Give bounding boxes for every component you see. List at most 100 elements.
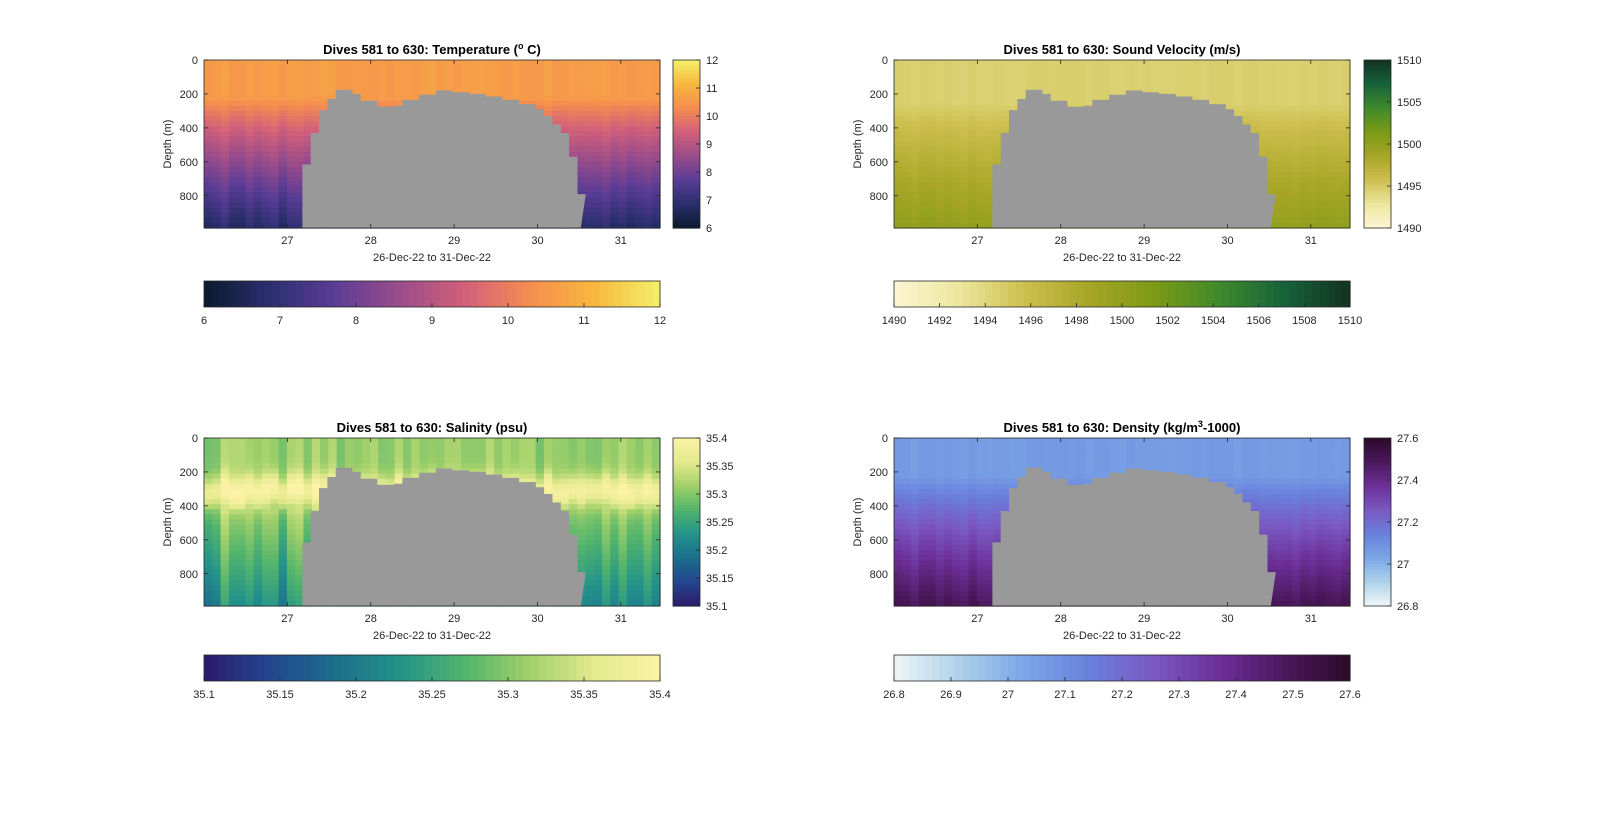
vertical-colorbar: 12 11 10 9 8 7 6 <box>672 55 718 235</box>
hbar-tick-label: 27.2 <box>1111 689 1132 701</box>
colorbar-tick-label: 6 <box>706 223 712 235</box>
hbar-tick-label: 35.4 <box>649 689 670 701</box>
hbar-tick-label: 35.1 <box>193 689 214 701</box>
x-tick-label: 30 <box>1221 235 1233 247</box>
axes-box <box>203 437 661 607</box>
x-tick-label: 27 <box>971 613 983 625</box>
hbar-tick-label: 27.5 <box>1282 689 1303 701</box>
y-tick-label: 400 <box>870 501 888 513</box>
hbar-tick-label: 1506 <box>1247 315 1271 327</box>
seafloor-mask <box>294 467 586 606</box>
hbar-tick-label: 27 <box>1002 689 1014 701</box>
colorbar-tick-label: 35.1 <box>706 601 727 613</box>
colorbar-tick-label: 35.15 <box>706 573 734 585</box>
plot-salinity: 27 28 29 30 31 0 200 400 600 800 26-Dec-22 to 31-D… <box>162 420 734 701</box>
colorbar-tick-label: 1505 <box>1397 97 1421 109</box>
hbar-tick-label: 1492 <box>927 315 951 327</box>
axes-box <box>893 59 1351 229</box>
y-axis-label: Depth (m) <box>162 120 174 169</box>
y-tick-label: 200 <box>870 467 888 479</box>
hbar-tick-label: 10 <box>502 315 514 327</box>
x-axis-label: 26-Dec-22 to 31-Dec-22 <box>373 252 491 264</box>
horizontal-colorbar: 26.8 26.9 27 27.1 27.2 27.3 27.4 27.5 27.6 <box>883 654 1361 701</box>
colorbar-tick-label: 35.35 <box>706 461 734 473</box>
hbar-tick-label: 27.3 <box>1168 689 1189 701</box>
y-axis-label: Depth (m) <box>852 498 864 547</box>
x-tick-label: 27 <box>971 235 983 247</box>
chart-title: Dives 581 to 630: Density (kg/m3-1000) <box>1004 419 1241 435</box>
hbar-tick-label: 1500 <box>1110 315 1134 327</box>
seafloor-mask <box>984 467 1276 606</box>
colorbar-tick-label: 9 <box>706 139 712 151</box>
x-tick-label: 31 <box>615 235 627 247</box>
y-tick-label: 0 <box>192 433 198 445</box>
y-tick-label: 200 <box>870 89 888 101</box>
x-tick-label: 27 <box>281 613 293 625</box>
x-tick-label: 29 <box>448 235 460 247</box>
y-tick-label: 800 <box>180 569 198 581</box>
y-axis-label: Depth (m) <box>852 120 864 169</box>
horizontal-colorbar: 6 7 8 9 10 11 12 <box>201 280 666 327</box>
hbar-tick-label: 1502 <box>1155 315 1179 327</box>
axes-box <box>893 437 1351 607</box>
chart-title: Dives 581 to 630: Salinity (psu) <box>337 420 528 435</box>
x-tick-label: 28 <box>365 235 377 247</box>
colorbar-tick-label: 35.25 <box>706 517 734 529</box>
colorbar-tick-label: 1510 <box>1397 55 1421 67</box>
y-tick-label: 0 <box>192 55 198 67</box>
hbar-tick-label: 35.25 <box>418 689 446 701</box>
colorbar-tick-label: 1490 <box>1397 223 1421 235</box>
hbar-tick-label: 1490 <box>882 315 906 327</box>
colorbar-tick-label: 35.4 <box>706 433 727 445</box>
colorbar-tick-label: 35.3 <box>706 489 727 501</box>
vertical-colorbar: 27.6 27.4 27.2 27 26.8 <box>1363 433 1418 613</box>
y-tick-label: 0 <box>882 433 888 445</box>
x-tick-label: 27 <box>281 235 293 247</box>
hbar-tick-label: 11 <box>578 315 589 327</box>
colorbar-tick-label: 1500 <box>1397 139 1421 151</box>
y-tick-label: 400 <box>870 123 888 135</box>
y-tick-label: 200 <box>180 467 198 479</box>
y-tick-label: 0 <box>882 55 888 67</box>
colorbar-tick-label: 27.4 <box>1397 475 1418 487</box>
colorbar-tick-label: 1495 <box>1397 181 1421 193</box>
horizontal-colorbar: 35.1 35.15 35.2 35.25 35.3 35.35 35.4 <box>193 654 671 701</box>
hbar-tick-label: 35.35 <box>570 689 598 701</box>
y-tick-label: 400 <box>180 123 198 135</box>
x-tick-label: 31 <box>1305 235 1317 247</box>
hbar-tick-label: 6 <box>201 315 207 327</box>
colorbar-tick-label: 7 <box>706 195 712 207</box>
x-tick-label: 28 <box>1055 613 1067 625</box>
chart-title: Dives 581 to 630: Temperature (o C) <box>323 41 541 57</box>
x-tick-label: 29 <box>448 613 460 625</box>
plot-sound-velocity: 27 28 29 30 31 0 200 400 600 800 26-Dec-22 to 31-D… <box>852 42 1421 327</box>
y-tick-label: 600 <box>180 535 198 547</box>
horizontal-colorbar: 1490 1492 1494 1496 1498 1500 1502 1504 1506 1508… <box>882 280 1362 327</box>
hbar-tick-label: 9 <box>429 315 435 327</box>
hbar-tick-label: 1494 <box>973 315 997 327</box>
x-tick-label: 28 <box>365 613 377 625</box>
hbar-tick-label: 7 <box>277 315 283 327</box>
x-tick-label: 28 <box>1055 235 1067 247</box>
colorbar-tick-label: 12 <box>706 55 718 67</box>
colorbar-tick-label: 35.2 <box>706 545 727 557</box>
colorbar-tick-label: 8 <box>706 167 712 179</box>
seafloor-mask <box>294 89 586 228</box>
y-axis-label: Depth (m) <box>162 498 174 547</box>
y-tick-label: 600 <box>870 535 888 547</box>
hbar-tick-label: 8 <box>353 315 359 327</box>
colorbar-tick-label: 27.6 <box>1397 433 1418 445</box>
hbar-tick-label: 35.3 <box>497 689 518 701</box>
y-tick-label: 800 <box>180 191 198 203</box>
vertical-colorbar: 35.4 35.35 35.3 35.25 35.2 35.15 35.1 <box>672 433 734 613</box>
plot-temperature: 27 28 29 30 31 0 200 400 600 800 26-Dec-22 to 31-D… <box>162 41 718 327</box>
hbar-tick-label: 1496 <box>1019 315 1043 327</box>
x-tick-label: 29 <box>1138 613 1150 625</box>
x-tick-label: 30 <box>531 235 543 247</box>
x-tick-label: 29 <box>1138 235 1150 247</box>
plot-density: 27 28 29 30 31 0 200 400 600 800 26-Dec-22 to 31-D… <box>852 419 1418 701</box>
colorbar-tick-label: 27 <box>1397 559 1409 571</box>
x-tick-label: 30 <box>531 613 543 625</box>
y-tick-label: 600 <box>180 157 198 169</box>
